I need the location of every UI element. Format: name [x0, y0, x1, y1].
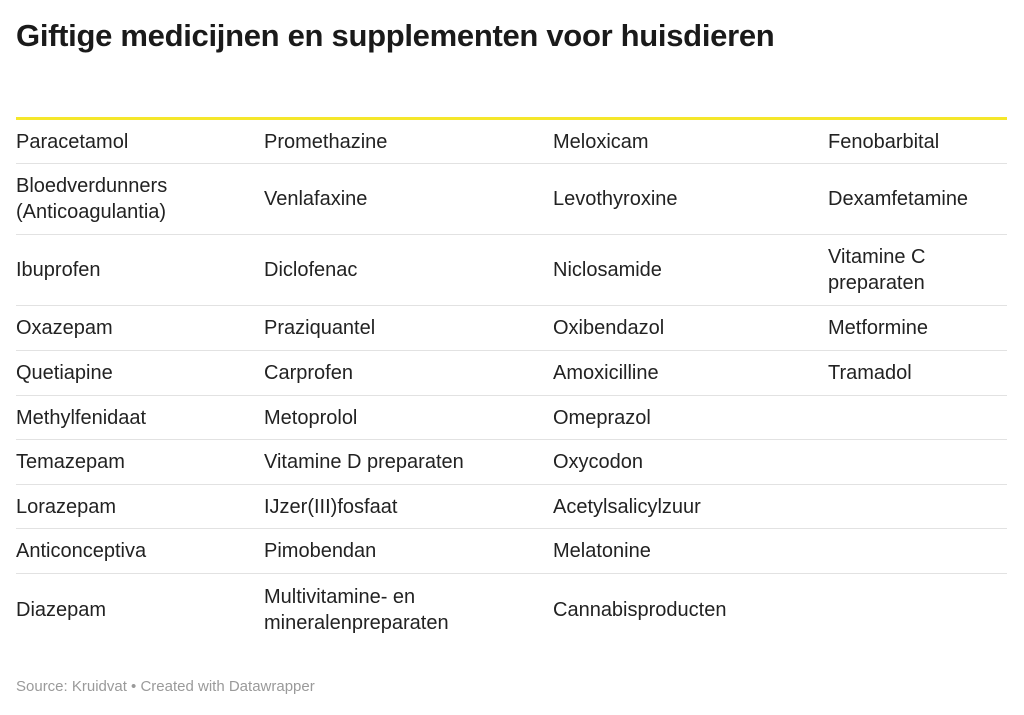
table-cell: Amoxicilline [553, 362, 659, 384]
table-cell: Anticonceptiva [16, 540, 147, 562]
table-row: Bloedverdunners (Anticoagulantia) Venlafa… [16, 164, 1007, 235]
table-cell: Metformine [828, 317, 929, 339]
table-row: Diazepam Multivitamine- en mineralenprepa… [16, 574, 1007, 645]
table-cell: Bloedverdunners (Anticoagulantia) [16, 175, 168, 223]
chart-title: Giftige medicijnen en supplementen voor … [16, 18, 775, 53]
table-cell: Oxazepam [16, 317, 113, 339]
table-cell: Omeprazol [553, 406, 651, 429]
table-cell: Vitamine D preparaten [264, 451, 464, 473]
table-cell: IJzer(III)fosfaat [264, 495, 398, 518]
accent-rule [16, 117, 1007, 120]
table-cell: Tramadol [828, 362, 912, 384]
table-row: Quetiapine Carprofen Amoxicilline Tramadol [16, 351, 1007, 396]
table-cell: Praziquantel [264, 317, 376, 339]
table-cell: Paracetamol [16, 130, 129, 153]
table-cell: Diazepam [16, 598, 107, 621]
table-row: Temazepam Vitamine D preparaten Oxycodon [16, 440, 1007, 485]
table-cell: Levothyroxine [553, 188, 678, 210]
table-cell: Ibuprofen [16, 259, 101, 281]
table-cell: Oxibendazol [553, 317, 665, 339]
table-row: Methylfenidaat Metoprolol Omeprazol [16, 396, 1007, 440]
table-cell: Metoprolol [264, 406, 358, 429]
table-cell: Vitamine C preparaten [828, 246, 926, 294]
table-row: Oxazepam Praziquantel Oxibendazol Metformin… [16, 306, 1007, 351]
table-cell: Diclofenac [264, 259, 358, 281]
table-cell: Cannabisproducten [553, 598, 727, 621]
table-cell: Quetiapine [16, 362, 113, 384]
table-cell: Carprofen [264, 362, 353, 384]
table-cell: Acetylsalicylzuur [553, 495, 701, 518]
table-cell: Venlafaxine [264, 188, 368, 210]
table-cell: Multivitamine- en mineralenpreparaten [264, 585, 449, 634]
table-row: Lorazepam IJzer(III)fosfaat Acetylsalicylz… [16, 485, 1007, 529]
table-cell: Niclosamide [553, 259, 662, 281]
medicine-table: Paracetamol Promethazine Meloxicam Fenobarb… [16, 117, 1007, 645]
table-row: Ibuprofen Diclofenac Niclosamide Vitamine C… [16, 235, 1007, 306]
table-row: Anticonceptiva Pimobendan Melatonine [16, 529, 1007, 574]
table-body: Paracetamol Promethazine Meloxicam Fenobarb… [16, 120, 1007, 645]
table-cell: Methylfenidaat [16, 406, 147, 429]
source-footer: Source: Kruidvat • Created with Datawrap… [16, 678, 315, 695]
table-cell: Temazepam [16, 451, 125, 473]
table-cell: Fenobarbital [828, 130, 940, 153]
table-cell: Melatonine [553, 540, 651, 562]
table-cell: Meloxicam [553, 130, 649, 153]
table-cell: Promethazine [264, 130, 388, 153]
table-cell: Lorazepam [16, 495, 117, 518]
table-cell: Dexamfetamine [828, 188, 969, 210]
table-row: Paracetamol Promethazine Meloxicam Fenobarb… [16, 120, 1007, 164]
table-cell: Pimobendan [264, 540, 377, 562]
table-cell: Oxycodon [553, 451, 644, 473]
